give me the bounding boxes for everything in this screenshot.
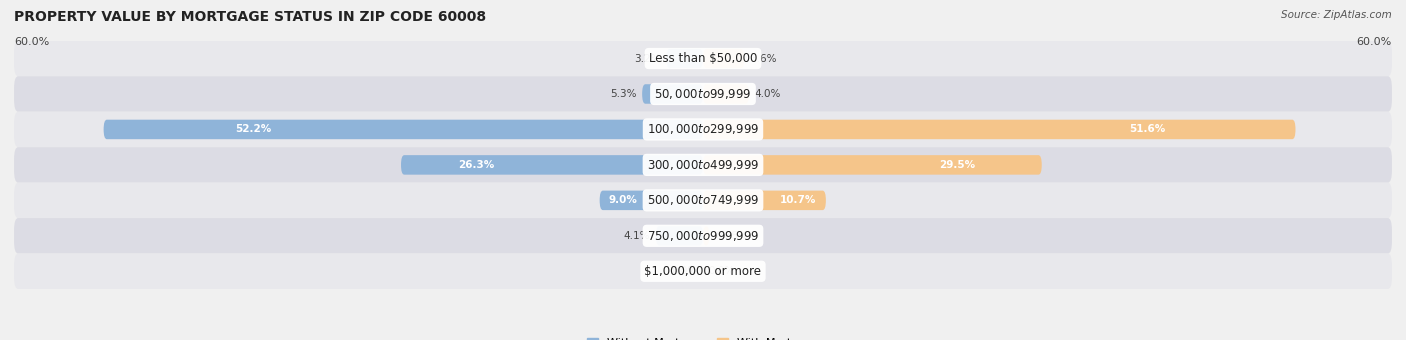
Text: 0.55%: 0.55%: [716, 231, 748, 241]
FancyBboxPatch shape: [14, 41, 1392, 76]
Text: $50,000 to $99,999: $50,000 to $99,999: [654, 87, 752, 101]
Text: 4.1%: 4.1%: [624, 231, 650, 241]
Text: $750,000 to $999,999: $750,000 to $999,999: [647, 229, 759, 243]
FancyBboxPatch shape: [703, 226, 709, 245]
Text: 3.6%: 3.6%: [749, 53, 776, 64]
Text: 60.0%: 60.0%: [14, 37, 49, 47]
FancyBboxPatch shape: [657, 226, 703, 245]
Text: 10.7%: 10.7%: [780, 195, 817, 205]
FancyBboxPatch shape: [599, 191, 703, 210]
Text: 51.6%: 51.6%: [1129, 124, 1166, 134]
FancyBboxPatch shape: [643, 84, 703, 104]
Text: 5.3%: 5.3%: [610, 89, 637, 99]
Text: 29.5%: 29.5%: [939, 160, 976, 170]
Text: 9.0%: 9.0%: [609, 195, 638, 205]
FancyBboxPatch shape: [666, 49, 703, 68]
Text: 4.0%: 4.0%: [755, 89, 782, 99]
FancyBboxPatch shape: [401, 155, 703, 175]
Text: Less than $50,000: Less than $50,000: [648, 52, 758, 65]
Text: Source: ZipAtlas.com: Source: ZipAtlas.com: [1281, 10, 1392, 20]
Text: 0.0%: 0.0%: [671, 266, 697, 276]
Legend: Without Mortgage, With Mortgage: Without Mortgage, With Mortgage: [582, 334, 824, 340]
FancyBboxPatch shape: [104, 120, 703, 139]
Text: 60.0%: 60.0%: [1357, 37, 1392, 47]
FancyBboxPatch shape: [14, 183, 1392, 218]
FancyBboxPatch shape: [14, 76, 1392, 112]
Text: 3.2%: 3.2%: [634, 53, 661, 64]
Text: PROPERTY VALUE BY MORTGAGE STATUS IN ZIP CODE 60008: PROPERTY VALUE BY MORTGAGE STATUS IN ZIP…: [14, 10, 486, 24]
Text: 52.2%: 52.2%: [235, 124, 271, 134]
FancyBboxPatch shape: [703, 155, 1042, 175]
Text: 0.0%: 0.0%: [709, 266, 735, 276]
Text: $500,000 to $749,999: $500,000 to $749,999: [647, 193, 759, 207]
FancyBboxPatch shape: [703, 49, 744, 68]
FancyBboxPatch shape: [703, 191, 825, 210]
Text: 26.3%: 26.3%: [458, 160, 495, 170]
FancyBboxPatch shape: [14, 112, 1392, 147]
FancyBboxPatch shape: [14, 218, 1392, 254]
FancyBboxPatch shape: [14, 254, 1392, 289]
FancyBboxPatch shape: [703, 120, 1295, 139]
FancyBboxPatch shape: [14, 147, 1392, 183]
Text: $100,000 to $299,999: $100,000 to $299,999: [647, 122, 759, 136]
FancyBboxPatch shape: [703, 84, 749, 104]
Text: $300,000 to $499,999: $300,000 to $499,999: [647, 158, 759, 172]
Text: $1,000,000 or more: $1,000,000 or more: [644, 265, 762, 278]
